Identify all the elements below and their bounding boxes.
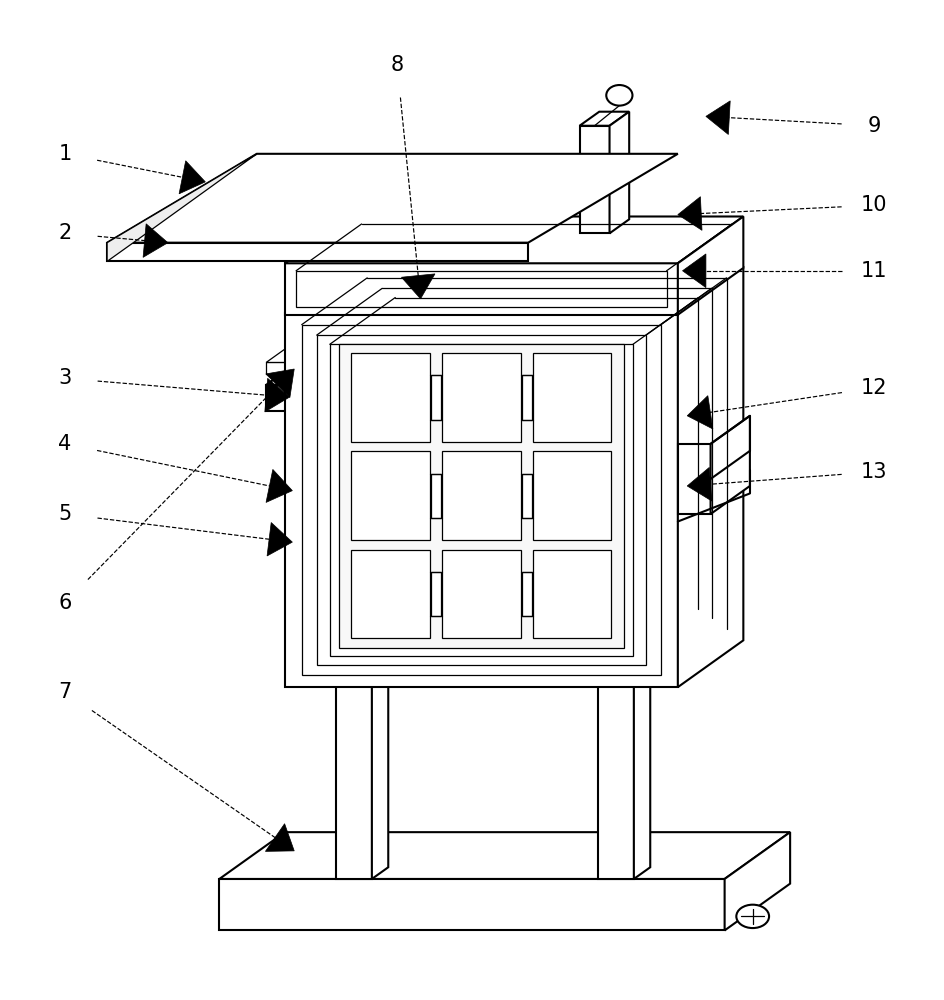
Polygon shape bbox=[265, 824, 295, 851]
Bar bbox=[431, 474, 441, 518]
Text: 12: 12 bbox=[861, 378, 887, 398]
Polygon shape bbox=[179, 161, 206, 194]
Ellipse shape bbox=[736, 905, 769, 928]
Bar bbox=[678, 444, 711, 514]
Text: 4: 4 bbox=[59, 434, 72, 454]
Text: 5: 5 bbox=[59, 504, 72, 524]
Bar bbox=[266, 362, 673, 374]
Bar bbox=[285, 313, 678, 687]
Polygon shape bbox=[266, 362, 706, 385]
Polygon shape bbox=[687, 396, 713, 429]
Bar bbox=[266, 385, 673, 411]
Polygon shape bbox=[673, 362, 706, 411]
Polygon shape bbox=[266, 369, 295, 398]
Bar bbox=[532, 451, 612, 540]
Bar bbox=[431, 375, 441, 420]
Polygon shape bbox=[725, 832, 790, 930]
Bar bbox=[580, 126, 610, 233]
Text: 7: 7 bbox=[59, 682, 72, 702]
Polygon shape bbox=[107, 154, 257, 261]
Bar bbox=[316, 335, 646, 665]
Polygon shape bbox=[107, 243, 528, 261]
Text: 1: 1 bbox=[59, 144, 72, 164]
Text: 3: 3 bbox=[59, 368, 72, 388]
Bar bbox=[296, 271, 666, 307]
Polygon shape bbox=[678, 197, 702, 230]
Bar bbox=[442, 550, 521, 638]
Text: 2: 2 bbox=[59, 223, 72, 243]
Polygon shape bbox=[610, 112, 630, 233]
Bar bbox=[431, 572, 441, 616]
Bar bbox=[532, 353, 612, 442]
Polygon shape bbox=[107, 154, 678, 243]
Polygon shape bbox=[633, 427, 650, 879]
Bar bbox=[339, 344, 624, 648]
Bar bbox=[329, 344, 632, 656]
Bar bbox=[336, 439, 372, 879]
Polygon shape bbox=[266, 469, 293, 502]
Polygon shape bbox=[683, 254, 706, 288]
Bar bbox=[351, 451, 430, 540]
Bar bbox=[442, 451, 521, 540]
Bar bbox=[522, 474, 531, 518]
Polygon shape bbox=[372, 427, 388, 879]
Bar bbox=[522, 375, 531, 420]
Text: 6: 6 bbox=[59, 593, 72, 613]
Polygon shape bbox=[678, 266, 743, 687]
Polygon shape bbox=[580, 112, 630, 126]
Bar bbox=[598, 439, 633, 879]
Polygon shape bbox=[711, 416, 750, 514]
Polygon shape bbox=[265, 378, 290, 412]
Polygon shape bbox=[687, 467, 712, 501]
Bar bbox=[442, 353, 521, 442]
Polygon shape bbox=[401, 274, 435, 299]
Bar bbox=[302, 325, 661, 675]
Polygon shape bbox=[706, 101, 731, 134]
Text: 9: 9 bbox=[868, 116, 881, 136]
Text: 10: 10 bbox=[861, 195, 887, 215]
Polygon shape bbox=[266, 344, 700, 362]
Polygon shape bbox=[219, 832, 790, 879]
Bar bbox=[351, 353, 430, 442]
Ellipse shape bbox=[606, 85, 632, 106]
Text: 11: 11 bbox=[861, 261, 887, 281]
Text: 13: 13 bbox=[861, 462, 887, 482]
Polygon shape bbox=[267, 523, 293, 556]
Bar bbox=[219, 879, 725, 930]
Polygon shape bbox=[143, 224, 168, 257]
Polygon shape bbox=[285, 216, 743, 263]
Bar bbox=[532, 550, 612, 638]
Bar bbox=[351, 550, 430, 638]
Bar bbox=[522, 572, 531, 616]
Polygon shape bbox=[678, 216, 743, 315]
Text: 8: 8 bbox=[391, 55, 404, 75]
Bar bbox=[285, 263, 678, 315]
Polygon shape bbox=[285, 266, 743, 313]
